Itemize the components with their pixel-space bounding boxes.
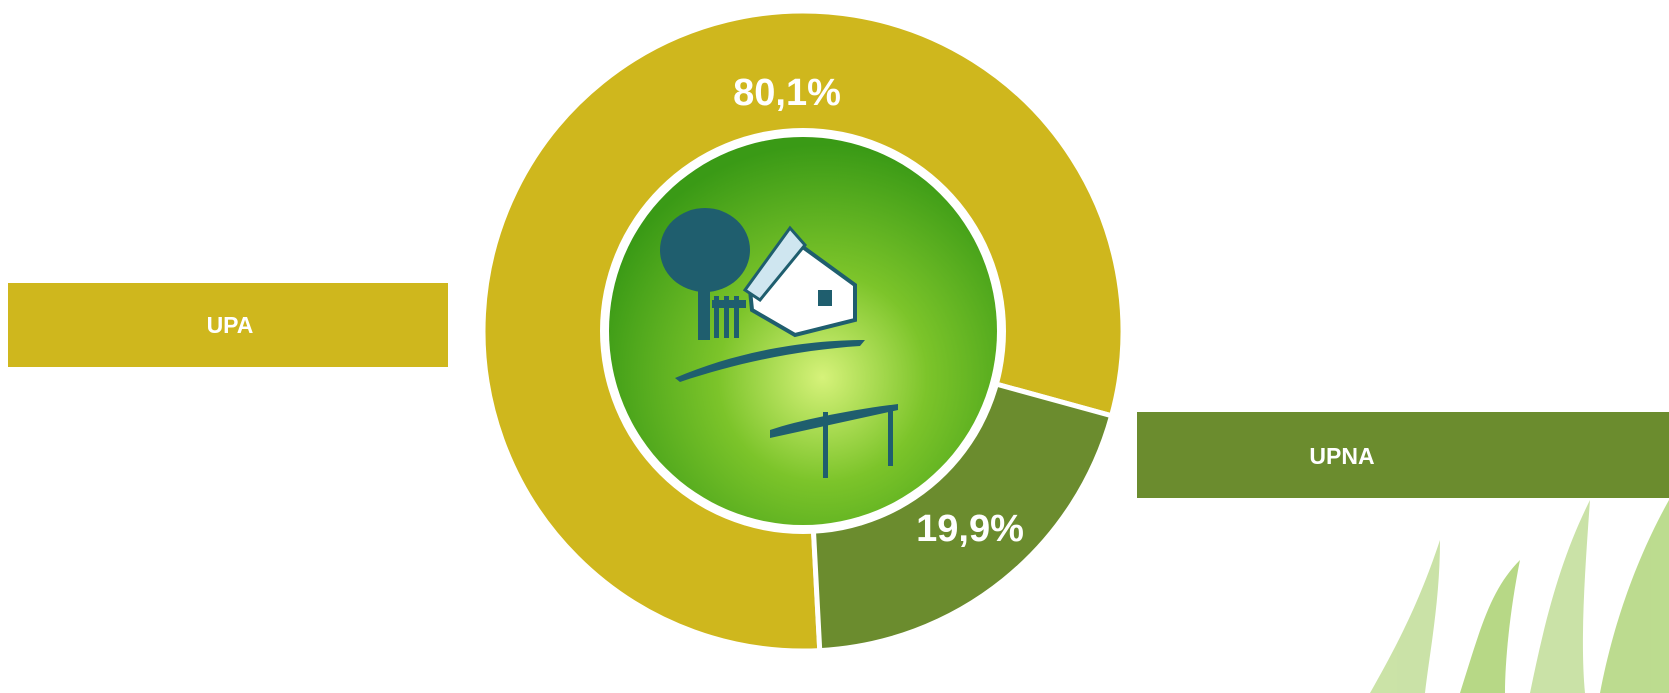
value-label: 19,9% <box>916 508 1024 550</box>
legend-label: UPNA <box>1309 443 1374 469</box>
page: {"chart_data": {"type": "pie", "categori… <box>0 0 1669 693</box>
grass-decoration <box>1370 500 1669 693</box>
legend-swatch <box>1137 412 1669 498</box>
chart: 80,1% 19,9% UPA UPNA <box>0 0 1669 693</box>
value-label: 80,1% <box>733 72 841 114</box>
legend-label: UPA <box>207 312 254 338</box>
